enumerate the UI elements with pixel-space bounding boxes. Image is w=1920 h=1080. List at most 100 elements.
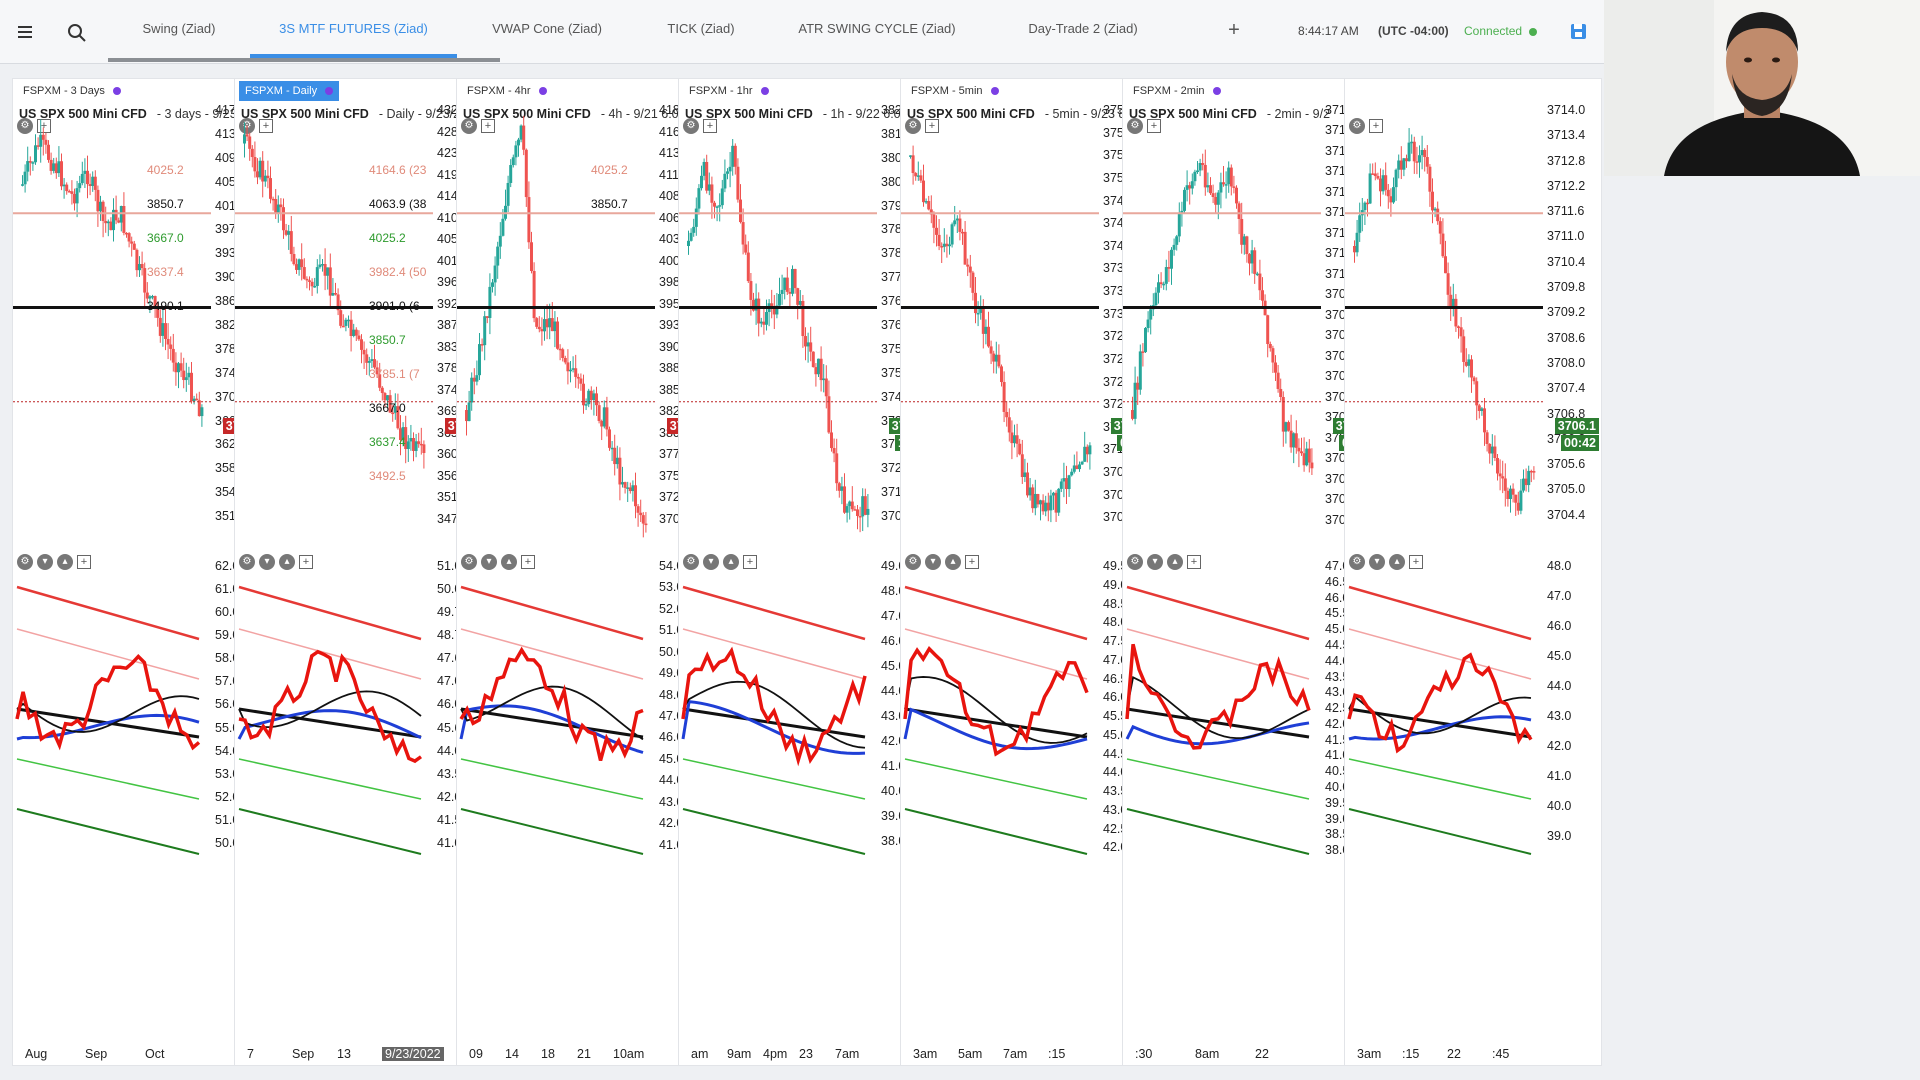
oscillator-chart[interactable] [237, 585, 423, 855]
oscillator-chart[interactable] [1347, 585, 1533, 855]
settings-icon[interactable]: ⚙ [461, 117, 477, 134]
candle [367, 356, 371, 376]
tab-atr-swing-cycle[interactable]: ATR SWING CYCLE (Ziad) [798, 21, 956, 36]
settings-icon[interactable]: ⚙ [239, 553, 255, 570]
settings-icon[interactable]: ⚙ [17, 117, 33, 134]
tab-day-trade-2[interactable]: Day-Trade 2 (Ziad) [1028, 21, 1138, 36]
candle [300, 243, 304, 281]
chart-panel-2[interactable]: FSPXM - Daily US SPX 500 Mini CFD - Daily … [234, 78, 492, 1066]
price-chart[interactable] [679, 79, 877, 1019]
candle [1229, 164, 1233, 196]
add-tab-icon[interactable]: + [1228, 19, 1240, 41]
add-indicator-icon[interactable]: + [1409, 554, 1423, 569]
expand-icon[interactable]: ▴ [945, 553, 961, 570]
candle [801, 294, 805, 348]
collapse-icon[interactable]: ▾ [925, 553, 941, 570]
tab-3s-mtf-futures[interactable]: 3S MTF FUTURES (Ziad) [279, 21, 428, 36]
candle [759, 317, 763, 328]
symbol-label[interactable]: FSPXM - 1hr [683, 81, 775, 101]
collapse-icon[interactable]: ▾ [1369, 553, 1385, 570]
candle [1368, 163, 1372, 205]
level-label: 3492.5 [369, 469, 406, 483]
settings-icon[interactable]: ⚙ [905, 117, 921, 134]
chart-panel-7[interactable]: ⚙ + ⚙ ▾ ▴ +3714.0 3713.4 3712.8 3712.2 3711.6 3711… [1344, 78, 1602, 1066]
chart-panel-4[interactable]: FSPXM - 1hr US SPX 500 Mini CFD - 1h - 9/2… [678, 78, 936, 1066]
price-chart[interactable] [235, 79, 433, 1019]
menu-icon[interactable] [16, 20, 40, 44]
settings-icon[interactable]: ⚙ [683, 553, 699, 570]
price-chart[interactable] [1123, 79, 1321, 1019]
search-icon[interactable] [66, 20, 90, 44]
candle [720, 179, 724, 209]
collapse-icon[interactable]: ▾ [37, 553, 53, 570]
candle [1310, 448, 1314, 476]
candle [349, 311, 353, 352]
oscillator-chart[interactable] [1125, 585, 1311, 855]
chart-panel-5[interactable]: FSPXM - 5min US SPX 500 Mini CFD - 5min - … [900, 78, 1158, 1066]
chart-panel-3[interactable]: FSPXM - 4hr US SPX 500 Mini CFD - 4h - 9/2… [456, 78, 714, 1066]
collapse-icon[interactable]: ▾ [481, 553, 497, 570]
symbol-label[interactable]: FSPXM - Daily [239, 81, 340, 101]
expand-icon[interactable]: ▴ [1167, 553, 1183, 570]
oscillator-chart[interactable] [15, 585, 201, 855]
candle [765, 299, 768, 331]
settings-icon[interactable]: ⚙ [17, 553, 33, 570]
add-indicator-icon[interactable]: + [77, 554, 91, 569]
oscillator-chart[interactable] [459, 585, 644, 855]
add-indicator-icon[interactable]: + [925, 118, 939, 133]
symbol-label[interactable]: FSPXM - 2min [1127, 81, 1227, 101]
add-indicator-icon[interactable]: + [1187, 554, 1201, 569]
collapse-icon[interactable]: ▾ [703, 553, 719, 570]
oscillator-tick: 41.0 [437, 835, 462, 850]
chart-panel-6[interactable]: FSPXM - 2min US SPX 500 Mini CFD - 2min - … [1122, 78, 1380, 1066]
settings-icon[interactable]: ⚙ [1127, 117, 1143, 134]
settings-icon[interactable]: ⚙ [1127, 553, 1143, 570]
chart-panel-1[interactable]: FSPXM - 3 Days US SPX 500 Mini CFD - 3 day… [12, 78, 270, 1066]
symbol-label[interactable]: FSPXM - 4hr [461, 81, 553, 101]
add-indicator-icon[interactable]: + [521, 554, 535, 569]
candle [922, 164, 925, 207]
candle [465, 405, 468, 436]
add-indicator-icon[interactable]: + [299, 554, 313, 569]
candle [478, 333, 481, 381]
candle [1015, 423, 1019, 458]
candle [942, 228, 946, 253]
price-chart[interactable] [1345, 79, 1543, 1019]
price-tick: 3704.4 [1547, 507, 1586, 522]
settings-icon[interactable]: ⚙ [1349, 553, 1365, 570]
price-chart[interactable] [13, 79, 211, 1019]
oscillator-tick: 44.5 [1103, 746, 1128, 761]
add-indicator-icon[interactable]: + [1369, 118, 1383, 133]
add-indicator-icon[interactable]: + [37, 118, 51, 133]
oscillator-chart[interactable] [681, 585, 867, 855]
expand-icon[interactable]: ▴ [723, 553, 739, 570]
add-indicator-icon[interactable]: + [703, 118, 717, 133]
add-indicator-icon[interactable]: + [965, 554, 979, 569]
settings-icon[interactable]: ⚙ [683, 117, 699, 134]
save-icon[interactable] [1568, 20, 1592, 44]
settings-icon[interactable]: ⚙ [905, 553, 921, 570]
expand-icon[interactable]: ▴ [279, 553, 295, 570]
price-tick: 3712.8 [1547, 153, 1586, 168]
add-indicator-icon[interactable]: + [1147, 118, 1161, 133]
price-chart[interactable] [901, 79, 1099, 1019]
candle [1425, 145, 1429, 174]
expand-icon[interactable]: ▴ [1389, 553, 1405, 570]
settings-icon[interactable]: ⚙ [461, 553, 477, 570]
add-indicator-icon[interactable]: + [259, 118, 273, 133]
symbol-label[interactable]: FSPXM - 5min [905, 81, 1005, 101]
oscillator-chart[interactable] [903, 585, 1089, 855]
symbol-label[interactable]: FSPXM - 3 Days [17, 81, 127, 101]
expand-icon[interactable]: ▴ [57, 553, 73, 570]
tab-vwap-cone[interactable]: VWAP Cone (Ziad) [492, 21, 602, 36]
expand-icon[interactable]: ▴ [501, 553, 517, 570]
collapse-icon[interactable]: ▾ [1147, 553, 1163, 570]
add-indicator-icon[interactable]: + [743, 554, 757, 569]
tab-tick[interactable]: TICK (Ziad) [667, 21, 735, 36]
collapse-icon[interactable]: ▾ [259, 553, 275, 570]
settings-icon[interactable]: ⚙ [1349, 117, 1365, 134]
price-chart[interactable] [457, 79, 655, 1019]
add-indicator-icon[interactable]: + [481, 118, 495, 133]
tab-swing[interactable]: Swing (Ziad) [142, 21, 216, 36]
tab-scroll-track[interactable] [108, 58, 500, 62]
